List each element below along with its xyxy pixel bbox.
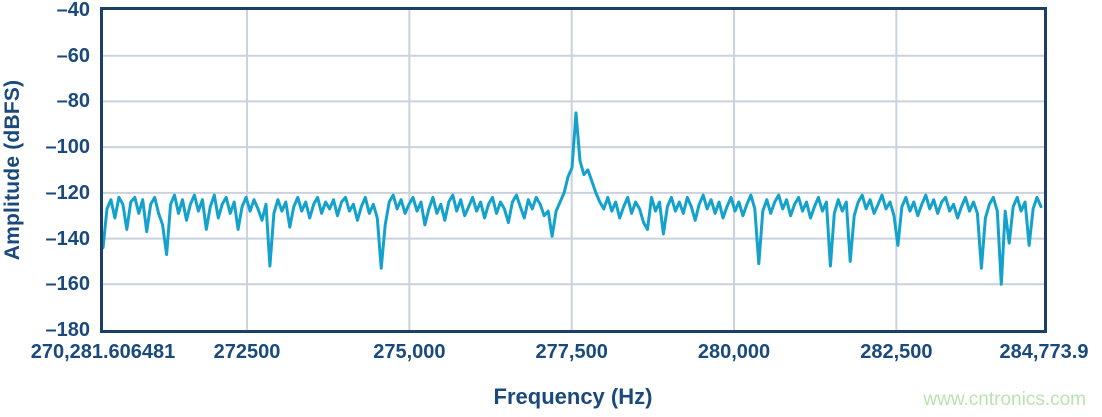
watermark-text: www.cntronics.com — [923, 389, 1086, 410]
x-tick-label: 280,000 — [697, 341, 771, 363]
y-tick-label: –40 — [56, 0, 90, 21]
y-tick-label: –160 — [45, 273, 91, 296]
plot-area — [100, 7, 1047, 333]
x-tick-label: 277,500 — [535, 341, 608, 363]
x-tick-label: 275,000 — [373, 341, 446, 363]
y-tick-label: –120 — [45, 181, 91, 204]
spectrum-plot-svg — [103, 10, 1044, 330]
y-tick-label: –140 — [45, 227, 91, 250]
y-tick-label: –180 — [45, 319, 91, 341]
x-tick-label: 284,773.9 — [999, 341, 1089, 363]
spectrum-trace — [103, 111, 1043, 286]
x-tick-label: 272500 — [213, 341, 281, 363]
x-tick-label: 282,500 — [860, 341, 933, 363]
y-tick-label: –80 — [56, 90, 90, 113]
y-tick-label: –100 — [45, 136, 91, 159]
x-tick-label: 270,281.606481 — [30, 341, 176, 363]
y-tick-label: –60 — [56, 44, 90, 67]
x-axis-title: Frequency (Hz) — [493, 384, 653, 409]
